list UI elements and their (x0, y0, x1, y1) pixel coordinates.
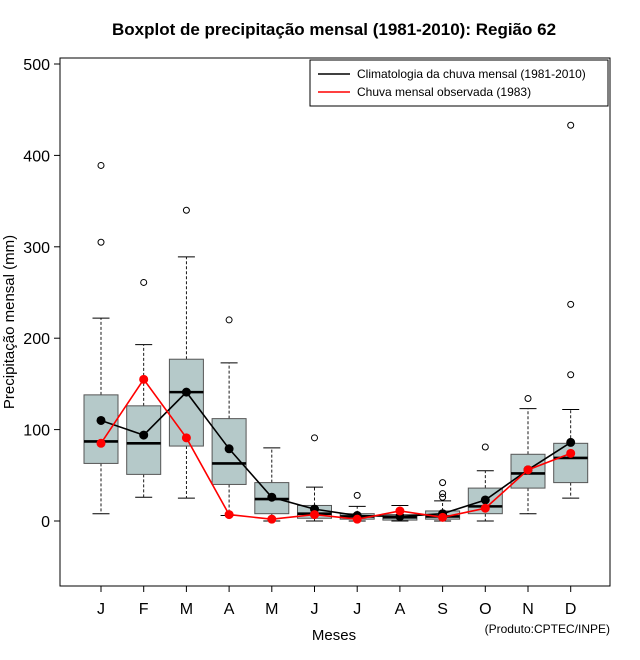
outlier-point (439, 479, 447, 487)
point-observed (566, 448, 576, 458)
legend: Climatologia da chuva mensal (1981-2010)… (309, 59, 609, 107)
point-observed (181, 433, 191, 443)
x-tick-label: S (437, 601, 448, 618)
x-tick-label: J (311, 601, 319, 618)
line-climatology (100, 390, 572, 518)
outlier-point (567, 121, 575, 129)
line-observed (100, 377, 571, 520)
point-climatology (480, 495, 490, 505)
x-axis-label: Meses (312, 627, 356, 644)
point-observed (438, 512, 448, 522)
point-climatology (96, 415, 106, 425)
outlier-point (140, 278, 148, 286)
point-climatology (566, 437, 576, 447)
y-tick-label: 500 (23, 57, 50, 74)
x-tick-label: A (395, 601, 406, 618)
x-tick-label: J (353, 601, 361, 618)
plot-area (59, 57, 611, 587)
y-tick-label: 200 (23, 331, 50, 348)
boxplot-4 (211, 316, 247, 517)
x-tick-label: A (224, 601, 235, 618)
credit-text: (Produto:CPTEC/INPE) (485, 622, 610, 636)
outlier-point (567, 371, 575, 379)
boxplots (83, 121, 589, 522)
boxplot-1 (83, 161, 119, 515)
x-tick-label: F (139, 601, 149, 618)
y-axis: 0 100 200 300 400 500 (23, 57, 60, 531)
point-climatology (139, 430, 149, 440)
x-tick-label: O (479, 601, 491, 618)
y-tick-label: 100 (23, 423, 50, 440)
boxplot-11 (510, 395, 546, 515)
x-tick-label: D (565, 601, 577, 618)
box-iqr (83, 394, 119, 464)
outlier-point (311, 434, 318, 442)
outlier-point (567, 300, 575, 308)
x-tick-label: M (180, 601, 193, 618)
y-tick-label: 300 (23, 240, 50, 257)
point-observed (352, 514, 362, 524)
y-axis-label: Precipitação mensal (mm) (1, 235, 18, 409)
outlier-point (353, 491, 361, 499)
point-observed (480, 503, 490, 513)
outlier-point (97, 161, 105, 169)
box-iqr (168, 358, 204, 447)
point-observed (310, 510, 319, 520)
outlier-point (481, 443, 489, 451)
point-observed (267, 514, 277, 524)
point-observed (523, 465, 533, 475)
point-climatology (181, 387, 191, 397)
point-observed (395, 506, 405, 516)
point-observed (139, 374, 149, 384)
outlier-point (439, 493, 447, 501)
legend-box (309, 59, 609, 107)
x-tick-label: M (265, 601, 278, 618)
point-observed (224, 510, 234, 520)
point-climatology (267, 492, 277, 502)
outlier-point (524, 395, 532, 403)
boxplot-2 (126, 278, 162, 498)
legend-label-climatology: Climatologia da chuva mensal (1981-2010) (357, 67, 586, 81)
outlier-point (182, 206, 190, 214)
outlier-point (439, 490, 447, 498)
box-iqr (126, 405, 162, 475)
outlier-point (97, 238, 105, 246)
x-tick-label: J (97, 601, 105, 618)
chart-title: Boxplot de precipitação mensal (1981-201… (112, 20, 556, 39)
x-tick-label: N (522, 601, 534, 618)
y-tick-label: 400 (23, 148, 50, 165)
boxplot-3 (168, 206, 204, 499)
legend-label-observed: Chuva mensal observada (1983) (357, 85, 531, 99)
series-lines (96, 374, 576, 524)
point-observed (96, 438, 106, 448)
y-tick-label: 0 (41, 514, 50, 531)
outlier-point (225, 316, 233, 324)
point-climatology (224, 444, 234, 454)
